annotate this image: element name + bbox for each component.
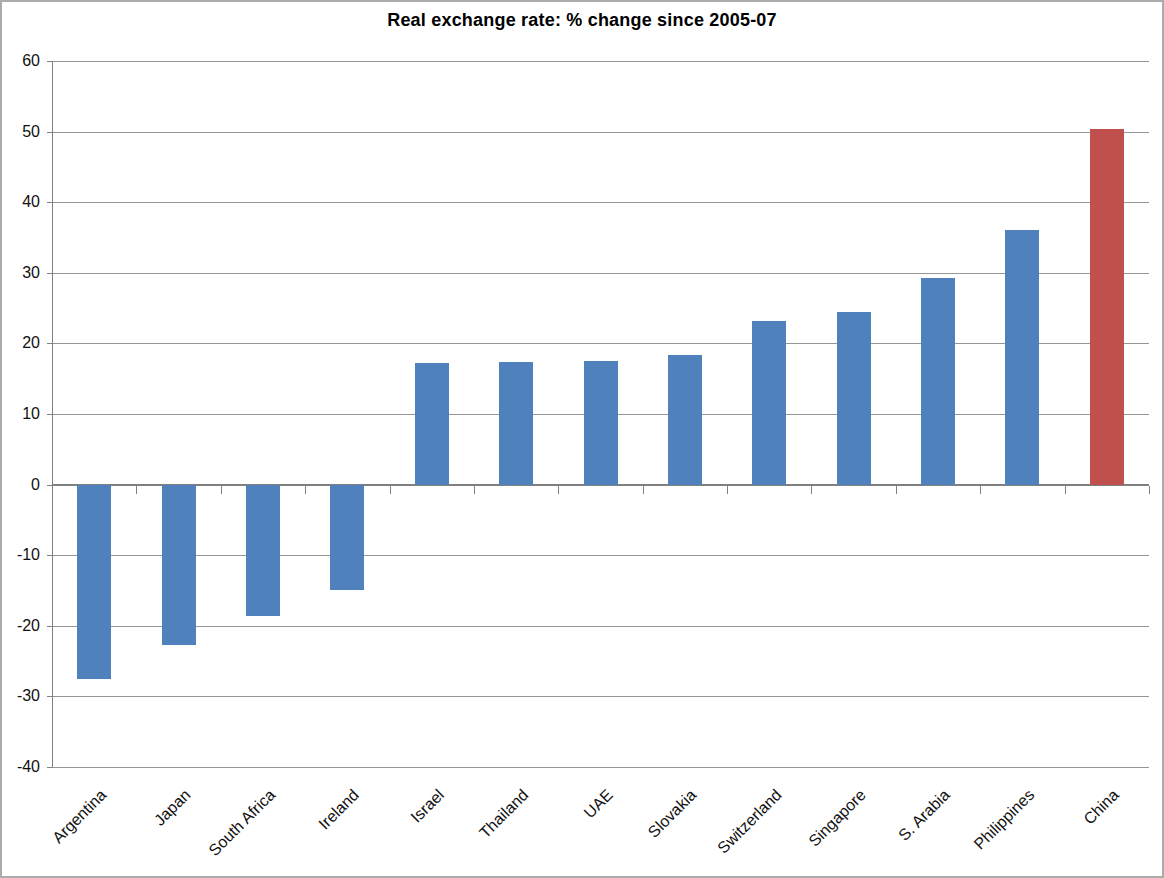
gridline bbox=[52, 202, 1149, 203]
x-axis-tick bbox=[896, 486, 897, 494]
bar-israel bbox=[415, 363, 449, 484]
y-axis-tick bbox=[47, 132, 52, 133]
y-axis-tick bbox=[47, 696, 52, 697]
x-axis-label-uae: UAE bbox=[580, 786, 616, 822]
y-axis-tick bbox=[47, 343, 52, 344]
y-axis-tick bbox=[47, 626, 52, 627]
y-axis-tick bbox=[47, 61, 52, 62]
y-axis-label: -10 bbox=[2, 545, 40, 565]
gridline bbox=[52, 626, 1149, 627]
x-axis-tick bbox=[1149, 486, 1150, 494]
y-axis-tick bbox=[47, 555, 52, 556]
gridline bbox=[52, 555, 1149, 556]
bar-switzerland bbox=[752, 321, 786, 485]
x-axis-tick bbox=[221, 486, 222, 494]
chart: Real exchange rate: % change since 2005-… bbox=[0, 0, 1164, 878]
gridline bbox=[52, 132, 1149, 133]
x-axis-tick bbox=[136, 486, 137, 494]
gridline bbox=[52, 61, 1149, 62]
y-axis-tick bbox=[47, 767, 52, 768]
bar-argentina bbox=[77, 485, 111, 679]
gridline bbox=[52, 273, 1149, 274]
y-axis-tick bbox=[47, 273, 52, 274]
x-axis-tick bbox=[52, 486, 53, 494]
x-axis-label-thailand: Thailand bbox=[476, 786, 532, 842]
y-axis-label: -20 bbox=[2, 616, 40, 636]
bar-slovakia bbox=[668, 355, 702, 485]
x-axis-label-japan: Japan bbox=[151, 786, 195, 830]
plot-area bbox=[52, 61, 1149, 767]
gridline bbox=[52, 343, 1149, 344]
gridline bbox=[52, 767, 1149, 768]
chart-title: Real exchange rate: % change since 2005-… bbox=[2, 10, 1162, 31]
y-axis-label: 30 bbox=[2, 263, 40, 283]
x-axis-label-china: China bbox=[1080, 786, 1122, 828]
x-axis-tick bbox=[390, 486, 391, 494]
x-axis-label-switzerland: Switzerland bbox=[714, 786, 785, 857]
y-axis-label: 20 bbox=[2, 333, 40, 353]
y-axis-label: 40 bbox=[2, 192, 40, 212]
x-axis-tick bbox=[558, 486, 559, 494]
bar-s-arabia bbox=[921, 278, 955, 484]
x-axis-label-south-africa: South Africa bbox=[205, 786, 279, 860]
y-axis-label: 50 bbox=[2, 122, 40, 142]
y-axis-tick bbox=[47, 202, 52, 203]
x-axis-label-slovakia: Slovakia bbox=[645, 786, 700, 841]
x-axis-label-ireland: Ireland bbox=[316, 786, 363, 833]
bar-japan bbox=[162, 485, 196, 645]
x-axis-label-singapore: Singapore bbox=[805, 786, 869, 850]
x-axis-label-israel: Israel bbox=[407, 786, 447, 826]
x-axis-label-s-arabia: S. Arabia bbox=[895, 786, 954, 845]
gridline bbox=[52, 696, 1149, 697]
y-axis-label: 10 bbox=[2, 404, 40, 424]
x-axis-tick bbox=[980, 486, 981, 494]
x-axis-label-argentina: Argentina bbox=[49, 786, 110, 847]
x-axis-tick bbox=[811, 486, 812, 494]
bar-china bbox=[1090, 129, 1124, 485]
bar-uae bbox=[584, 361, 618, 485]
y-axis-label: 60 bbox=[2, 51, 40, 71]
x-axis-label-philippines: Philippines bbox=[971, 786, 1038, 853]
y-axis-label: -30 bbox=[2, 686, 40, 706]
y-axis-label: 0 bbox=[2, 475, 40, 495]
x-axis-tick bbox=[305, 486, 306, 494]
bar-south-africa bbox=[246, 485, 280, 616]
bar-ireland bbox=[330, 485, 364, 590]
x-axis-tick bbox=[1065, 486, 1066, 494]
x-axis-tick bbox=[643, 486, 644, 494]
y-axis-label: -40 bbox=[2, 757, 40, 777]
bar-thailand bbox=[499, 362, 533, 485]
y-axis-line bbox=[52, 61, 53, 767]
bar-philippines bbox=[1005, 230, 1039, 484]
y-axis-tick bbox=[47, 414, 52, 415]
x-axis-tick bbox=[474, 486, 475, 494]
x-axis-tick bbox=[727, 486, 728, 494]
bar-singapore bbox=[837, 312, 871, 484]
